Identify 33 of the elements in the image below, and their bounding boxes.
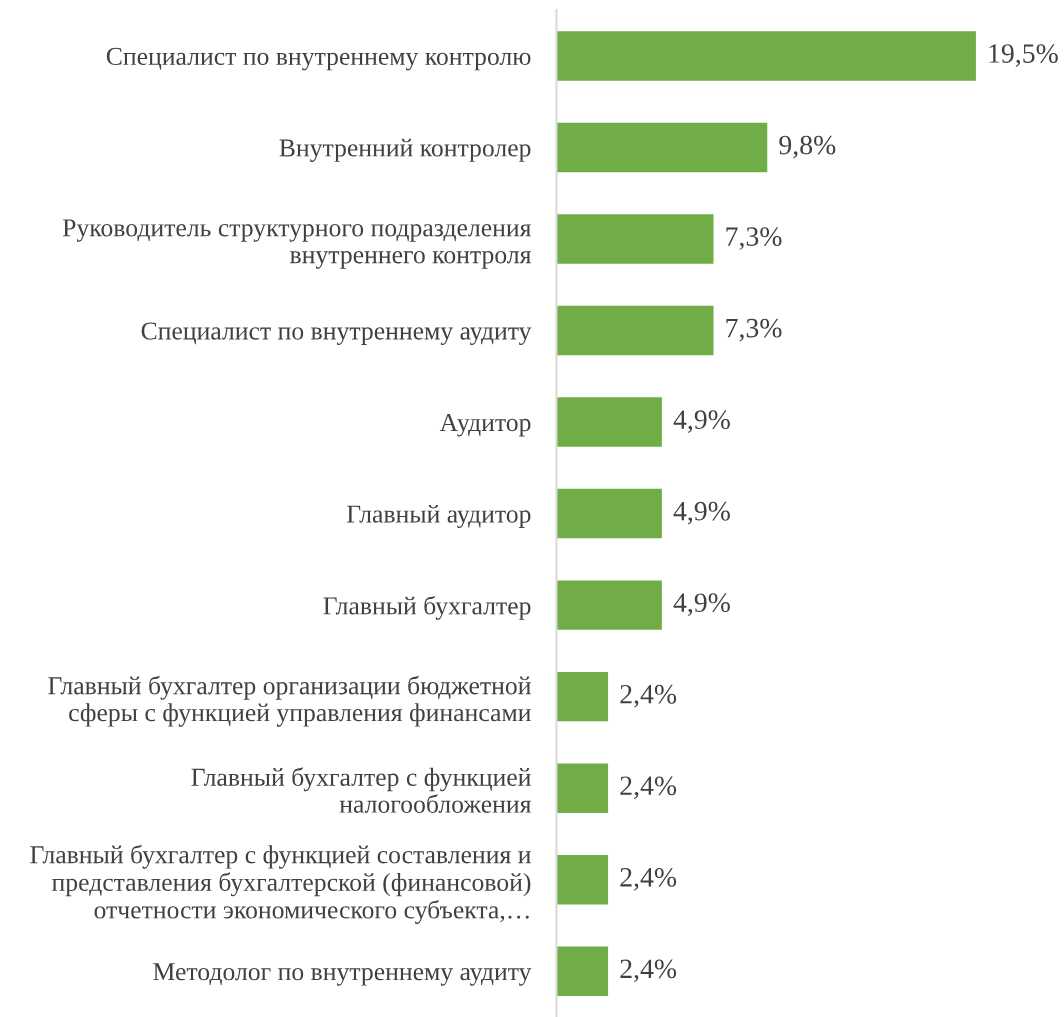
data-label: 7,3% <box>726 227 782 250</box>
y-tick-label: Специалист по внутреннему контролю <box>106 47 531 71</box>
bar <box>556 488 662 539</box>
data-label: 4,9% <box>673 501 730 525</box>
y-tick-label: Главный бухгалтер организации бюджетной сферы с функцией управления финансами <box>48 675 531 727</box>
data-label: 2,4% <box>620 776 677 800</box>
bar <box>556 763 609 813</box>
bar <box>556 854 609 905</box>
bar <box>556 31 976 81</box>
data-label: 2,4% <box>620 959 677 983</box>
y-tick-label: Главный бухгалтер с функцией составления и представления бухгалтерской (финансовой) отчетности экономического субъекта,… <box>30 844 531 924</box>
bar <box>556 671 609 722</box>
y-tick-label: Внутренний контролер <box>279 138 531 162</box>
y-tick-label: Главный бухгалтер <box>323 595 531 620</box>
y-tick-label: Специалист по внутреннему аудиту <box>141 322 532 345</box>
y-tick-label: Руководитель структурного подразделения внутреннего контроля <box>62 219 531 269</box>
data-label: 4,9% <box>673 593 730 617</box>
data-label: 4,9% <box>673 410 730 434</box>
y-tick-label: Методолог по внутреннему аудиту <box>153 963 532 986</box>
data-label: 2,4% <box>620 684 677 708</box>
data-label: 2,4% <box>620 867 677 891</box>
data-label: 19,5% <box>989 44 1058 67</box>
data-label: 9,8% <box>779 135 836 159</box>
y-tick-label: Главный аудитор <box>347 504 531 529</box>
bar <box>556 946 609 996</box>
y-tick-label: Главный бухгалтер с функцией налогообложения <box>191 767 531 813</box>
bar <box>556 305 714 356</box>
bar <box>556 580 662 630</box>
y-tick-label: Аудитор <box>439 413 531 437</box>
bar <box>556 214 714 264</box>
data-label: 7,3% <box>726 318 782 342</box>
bar <box>556 122 768 173</box>
bar <box>556 397 662 447</box>
